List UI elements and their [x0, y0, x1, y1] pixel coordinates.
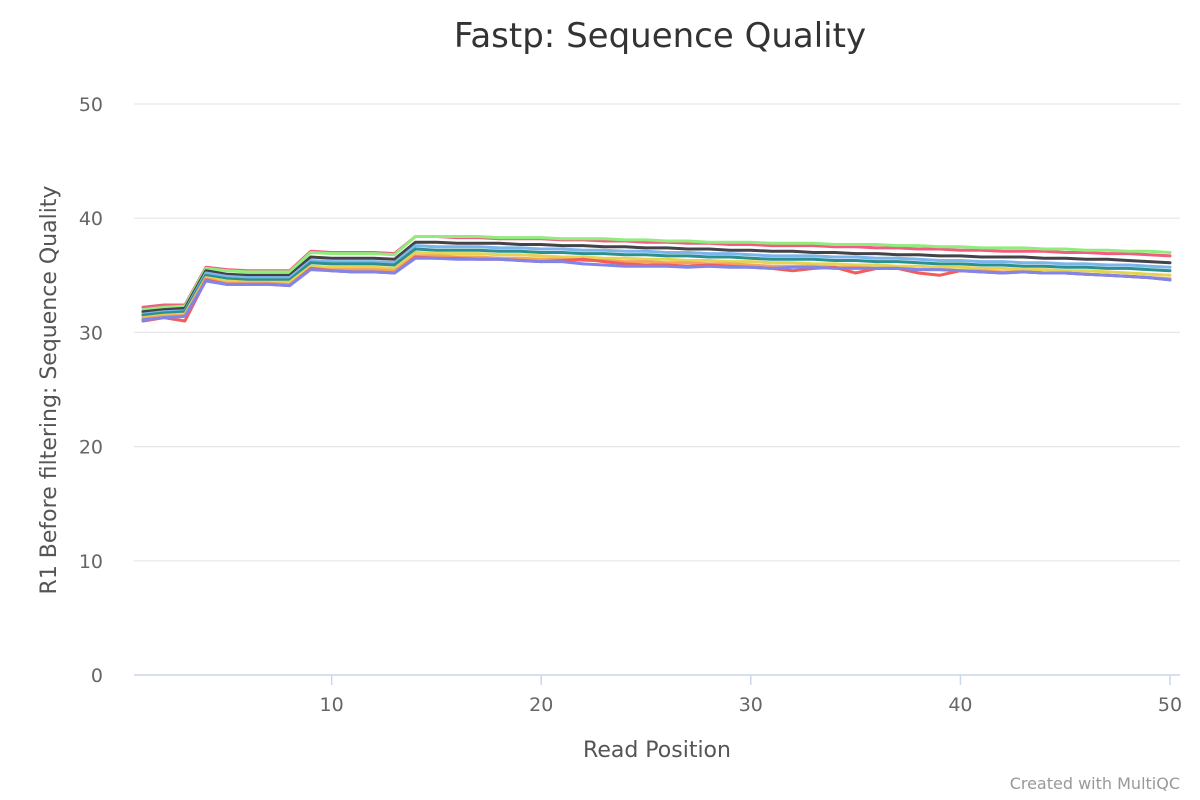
x-tick-label: 40 — [948, 694, 972, 716]
y-tick-label: 50 — [79, 94, 103, 116]
series-line-9[interactable] — [141, 256, 1172, 322]
y-tick-label: 20 — [79, 437, 103, 459]
series-line-3[interactable] — [141, 240, 1172, 314]
chart-title: Fastp: Sequence Quality — [454, 16, 866, 56]
series-line-6[interactable] — [141, 251, 1172, 320]
y-tick-label: 30 — [79, 322, 103, 344]
y-tick-label: 40 — [79, 208, 103, 230]
series-line-5[interactable] — [141, 247, 1172, 317]
y-tick-label: 0 — [91, 665, 103, 687]
x-tick-label: 30 — [739, 694, 763, 716]
series-group — [141, 235, 1172, 323]
x-axis-label: Read Position — [583, 738, 731, 763]
y-axis-label: R1 Before filtering: Sequence Quality — [37, 186, 62, 595]
x-tick-label: 10 — [320, 694, 344, 716]
series-line-2[interactable] — [141, 235, 1172, 312]
series-line-4[interactable] — [141, 244, 1172, 316]
credit-label[interactable]: Created with MultiQC — [1010, 774, 1180, 793]
x-tick-label: 50 — [1158, 694, 1182, 716]
y-tick-label: 10 — [79, 551, 103, 573]
y-axis-ticks: 0 10 20 30 40 50 — [79, 94, 103, 687]
grid-lines — [134, 103, 1180, 562]
x-tick-label: 20 — [529, 694, 553, 716]
x-axis-ticks: 10 20 30 40 50 — [320, 675, 1182, 716]
